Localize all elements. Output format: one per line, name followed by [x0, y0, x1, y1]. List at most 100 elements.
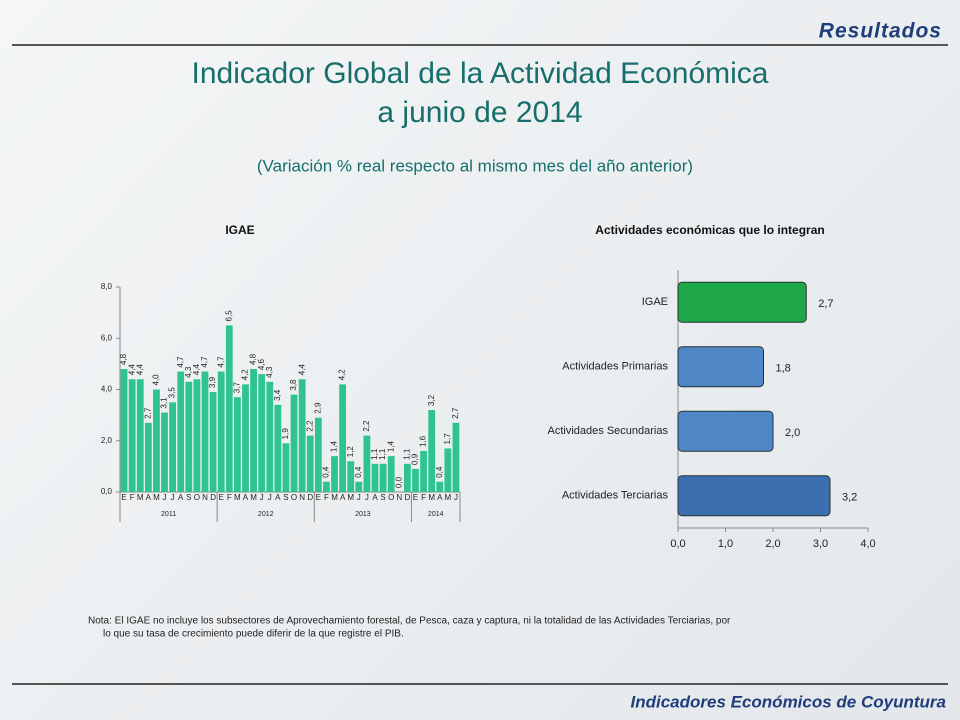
- x-tick-label: 0,0: [670, 538, 685, 550]
- value-label: 3,2: [427, 394, 436, 406]
- subtitle: (Variación % real respecto al mismo mes …: [257, 156, 693, 175]
- x-tick-label: 2,0: [765, 538, 780, 550]
- value-label: 4,7: [200, 356, 209, 368]
- bar: [363, 435, 371, 492]
- x-tick-label: A: [275, 493, 281, 502]
- bar: [128, 379, 136, 492]
- value-label: 1,4: [386, 440, 395, 452]
- x-tick-label: M: [234, 493, 241, 502]
- x-tick-label: E: [219, 493, 224, 502]
- value-label: 4,4: [127, 364, 136, 376]
- year-label: 2013: [355, 511, 371, 518]
- chart-title: Actividades económicas que lo integran: [595, 223, 824, 237]
- header: Resultados: [819, 20, 942, 43]
- x-tick-label: M: [153, 493, 160, 502]
- bar: [379, 463, 387, 492]
- bar: [161, 412, 168, 492]
- bar: [452, 422, 460, 492]
- note: Nota: El IGAE no incluye los subsectores…: [88, 616, 731, 627]
- x-tick-label: D: [307, 493, 313, 502]
- value-label: 0,9: [411, 453, 420, 465]
- footer: Indicadores Económicos de Coyuntura: [630, 692, 946, 711]
- value-label: 4,6: [257, 358, 266, 370]
- category-label: Actividades Primarias: [562, 361, 668, 373]
- x-tick-label: S: [283, 493, 288, 502]
- note: lo que su tasa de crecimiento puede dife…: [103, 629, 404, 640]
- value-label: 1,4: [330, 440, 339, 452]
- x-tick-label: M: [428, 493, 435, 502]
- value-label: 4,4: [297, 364, 306, 376]
- value-label: 1,7: [443, 433, 452, 445]
- category-label: Actividades Secundarias: [548, 425, 669, 437]
- x-tick-label: E: [316, 493, 321, 502]
- bar: [677, 346, 764, 388]
- x-tick-label: 3,0: [813, 538, 828, 550]
- bar: [306, 435, 314, 492]
- x-tick-label: O: [194, 493, 200, 502]
- bar: [436, 481, 444, 492]
- bar: [242, 384, 249, 492]
- bar: [266, 381, 274, 492]
- bar: [258, 374, 266, 492]
- x-tick-label: A: [178, 493, 184, 502]
- x-tick-label: 1,0: [718, 538, 733, 550]
- value-label: 2,2: [362, 420, 371, 432]
- x-tick-label: J: [357, 493, 361, 502]
- value-label: 3,5: [168, 387, 177, 399]
- value-label: 1,2: [346, 446, 355, 458]
- x-tick-label: J: [260, 493, 264, 502]
- x-tick-label: S: [186, 493, 191, 502]
- value-label: 0,0: [394, 476, 403, 488]
- bar: [290, 394, 298, 492]
- value-label: 3,2: [842, 492, 857, 504]
- x-tick-label: J: [268, 493, 272, 502]
- value-label: 1,1: [402, 448, 411, 460]
- bar: [677, 475, 831, 517]
- x-tick-label: A: [372, 493, 378, 502]
- bar: [371, 463, 379, 492]
- bar: [274, 404, 282, 492]
- x-tick-label: A: [340, 493, 346, 502]
- x-tick-label: F: [227, 493, 232, 502]
- value-label: 4,4: [192, 364, 201, 376]
- x-tick-label: A: [243, 493, 249, 502]
- bar: [677, 281, 807, 323]
- year-label: 2011: [161, 511, 176, 518]
- value-label: 1,1: [370, 448, 379, 460]
- value-label: 4,8: [249, 353, 258, 365]
- x-tick-label: M: [445, 493, 452, 502]
- value-label: 3,9: [208, 376, 217, 388]
- x-tick-label: M: [331, 493, 338, 502]
- value-label: 0,4: [354, 466, 363, 478]
- bar: [193, 379, 201, 492]
- bar: [331, 456, 338, 492]
- title: a junio de 2014: [377, 96, 582, 129]
- bar: [282, 443, 290, 492]
- bar: [250, 369, 257, 492]
- value-label: 3,7: [232, 382, 241, 394]
- bar: [144, 422, 152, 492]
- x-tick-label: E: [413, 493, 418, 502]
- value-label: 3,4: [273, 389, 282, 401]
- value-label: 1,6: [419, 435, 428, 447]
- x-tick-label: A: [146, 493, 152, 502]
- value-label: 4,4: [135, 364, 144, 376]
- value-label: 2,0: [785, 427, 800, 439]
- year-label: 2014: [428, 511, 444, 518]
- value-label: 6,5: [224, 310, 233, 322]
- chart-title: IGAE: [225, 223, 254, 237]
- category-label: Actividades Terciarias: [562, 490, 669, 502]
- x-tick-label: A: [437, 493, 443, 502]
- value-label: 3,8: [289, 379, 298, 391]
- x-tick-label: M: [137, 493, 144, 502]
- bar: [136, 379, 144, 492]
- value-label: 2,7: [818, 298, 833, 310]
- x-tick-label: F: [421, 493, 426, 502]
- bar: [153, 389, 160, 492]
- bar: [387, 456, 395, 492]
- year-label: 2012: [258, 511, 274, 518]
- x-tick-label: O: [291, 493, 297, 502]
- x-tick-label: E: [121, 493, 126, 502]
- value-label: 4,7: [176, 356, 185, 368]
